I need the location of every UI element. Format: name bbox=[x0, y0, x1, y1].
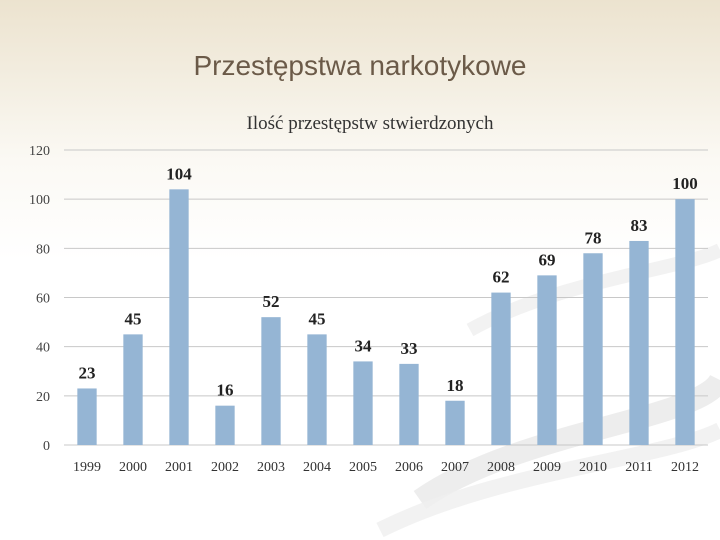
y-tick-label: 0 bbox=[43, 439, 50, 454]
x-tick-label: 2000 bbox=[119, 460, 147, 475]
data-label: 33 bbox=[401, 339, 418, 358]
data-label: 18 bbox=[447, 376, 464, 395]
data-label: 100 bbox=[672, 174, 698, 193]
y-tick-label: 40 bbox=[36, 341, 50, 356]
bar bbox=[629, 240, 649, 445]
bar bbox=[353, 361, 373, 445]
bar bbox=[399, 363, 419, 445]
x-tick-label: 2012 bbox=[671, 460, 699, 475]
x-tick-label: 2009 bbox=[533, 460, 561, 475]
bar bbox=[169, 189, 189, 445]
data-label: 62 bbox=[493, 268, 510, 287]
data-label: 52 bbox=[263, 292, 280, 311]
data-label: 45 bbox=[309, 309, 326, 328]
x-tick-label: 2003 bbox=[257, 460, 285, 475]
data-label: 45 bbox=[125, 309, 142, 328]
bar bbox=[307, 334, 327, 445]
x-tick-label: 2010 bbox=[579, 460, 607, 475]
bar bbox=[583, 253, 603, 445]
y-tick-label: 80 bbox=[36, 242, 50, 257]
x-tick-label: 2002 bbox=[211, 460, 239, 475]
x-tick-label: 2008 bbox=[487, 460, 515, 475]
data-label: 34 bbox=[355, 336, 373, 355]
bar bbox=[675, 199, 695, 445]
x-tick-label: 2004 bbox=[303, 460, 331, 475]
slide-title: Przestępstwa narkotykowe bbox=[193, 50, 527, 81]
x-axis-ticks: 1999 2000 2001 2002 2003 2004 2005 2006 2007 2008… bbox=[73, 460, 699, 475]
data-label: 78 bbox=[585, 228, 602, 247]
bar bbox=[491, 292, 511, 445]
data-label: 104 bbox=[166, 164, 192, 183]
x-tick-label: 2001 bbox=[165, 460, 193, 475]
data-label: 16 bbox=[217, 381, 234, 400]
y-axis-ticks: 0 20 40 60 80 100 120 bbox=[29, 144, 50, 454]
chart-title: Ilość przestępstw stwierdzonych bbox=[247, 113, 494, 134]
bar bbox=[445, 400, 465, 445]
grid-lines bbox=[64, 149, 708, 446]
x-tick-label: 2007 bbox=[441, 460, 469, 475]
bar bbox=[77, 388, 97, 445]
x-tick-label: 2011 bbox=[625, 460, 652, 475]
y-tick-label: 120 bbox=[29, 144, 50, 159]
bar bbox=[537, 275, 557, 445]
y-tick-label: 20 bbox=[36, 390, 50, 405]
bar bbox=[215, 405, 235, 445]
data-label: 69 bbox=[539, 250, 556, 269]
y-tick-label: 60 bbox=[36, 292, 50, 307]
bars: 23 45 104 16 52 45 34 33 18 62 69 78 83 100 bbox=[77, 164, 698, 445]
y-tick-label: 100 bbox=[29, 193, 50, 208]
x-tick-label: 1999 bbox=[73, 460, 101, 475]
x-tick-label: 2006 bbox=[395, 460, 423, 475]
data-label: 83 bbox=[631, 216, 648, 235]
data-label: 23 bbox=[79, 363, 96, 382]
bar bbox=[261, 317, 281, 445]
x-tick-label: 2005 bbox=[349, 460, 377, 475]
bar bbox=[123, 334, 143, 445]
